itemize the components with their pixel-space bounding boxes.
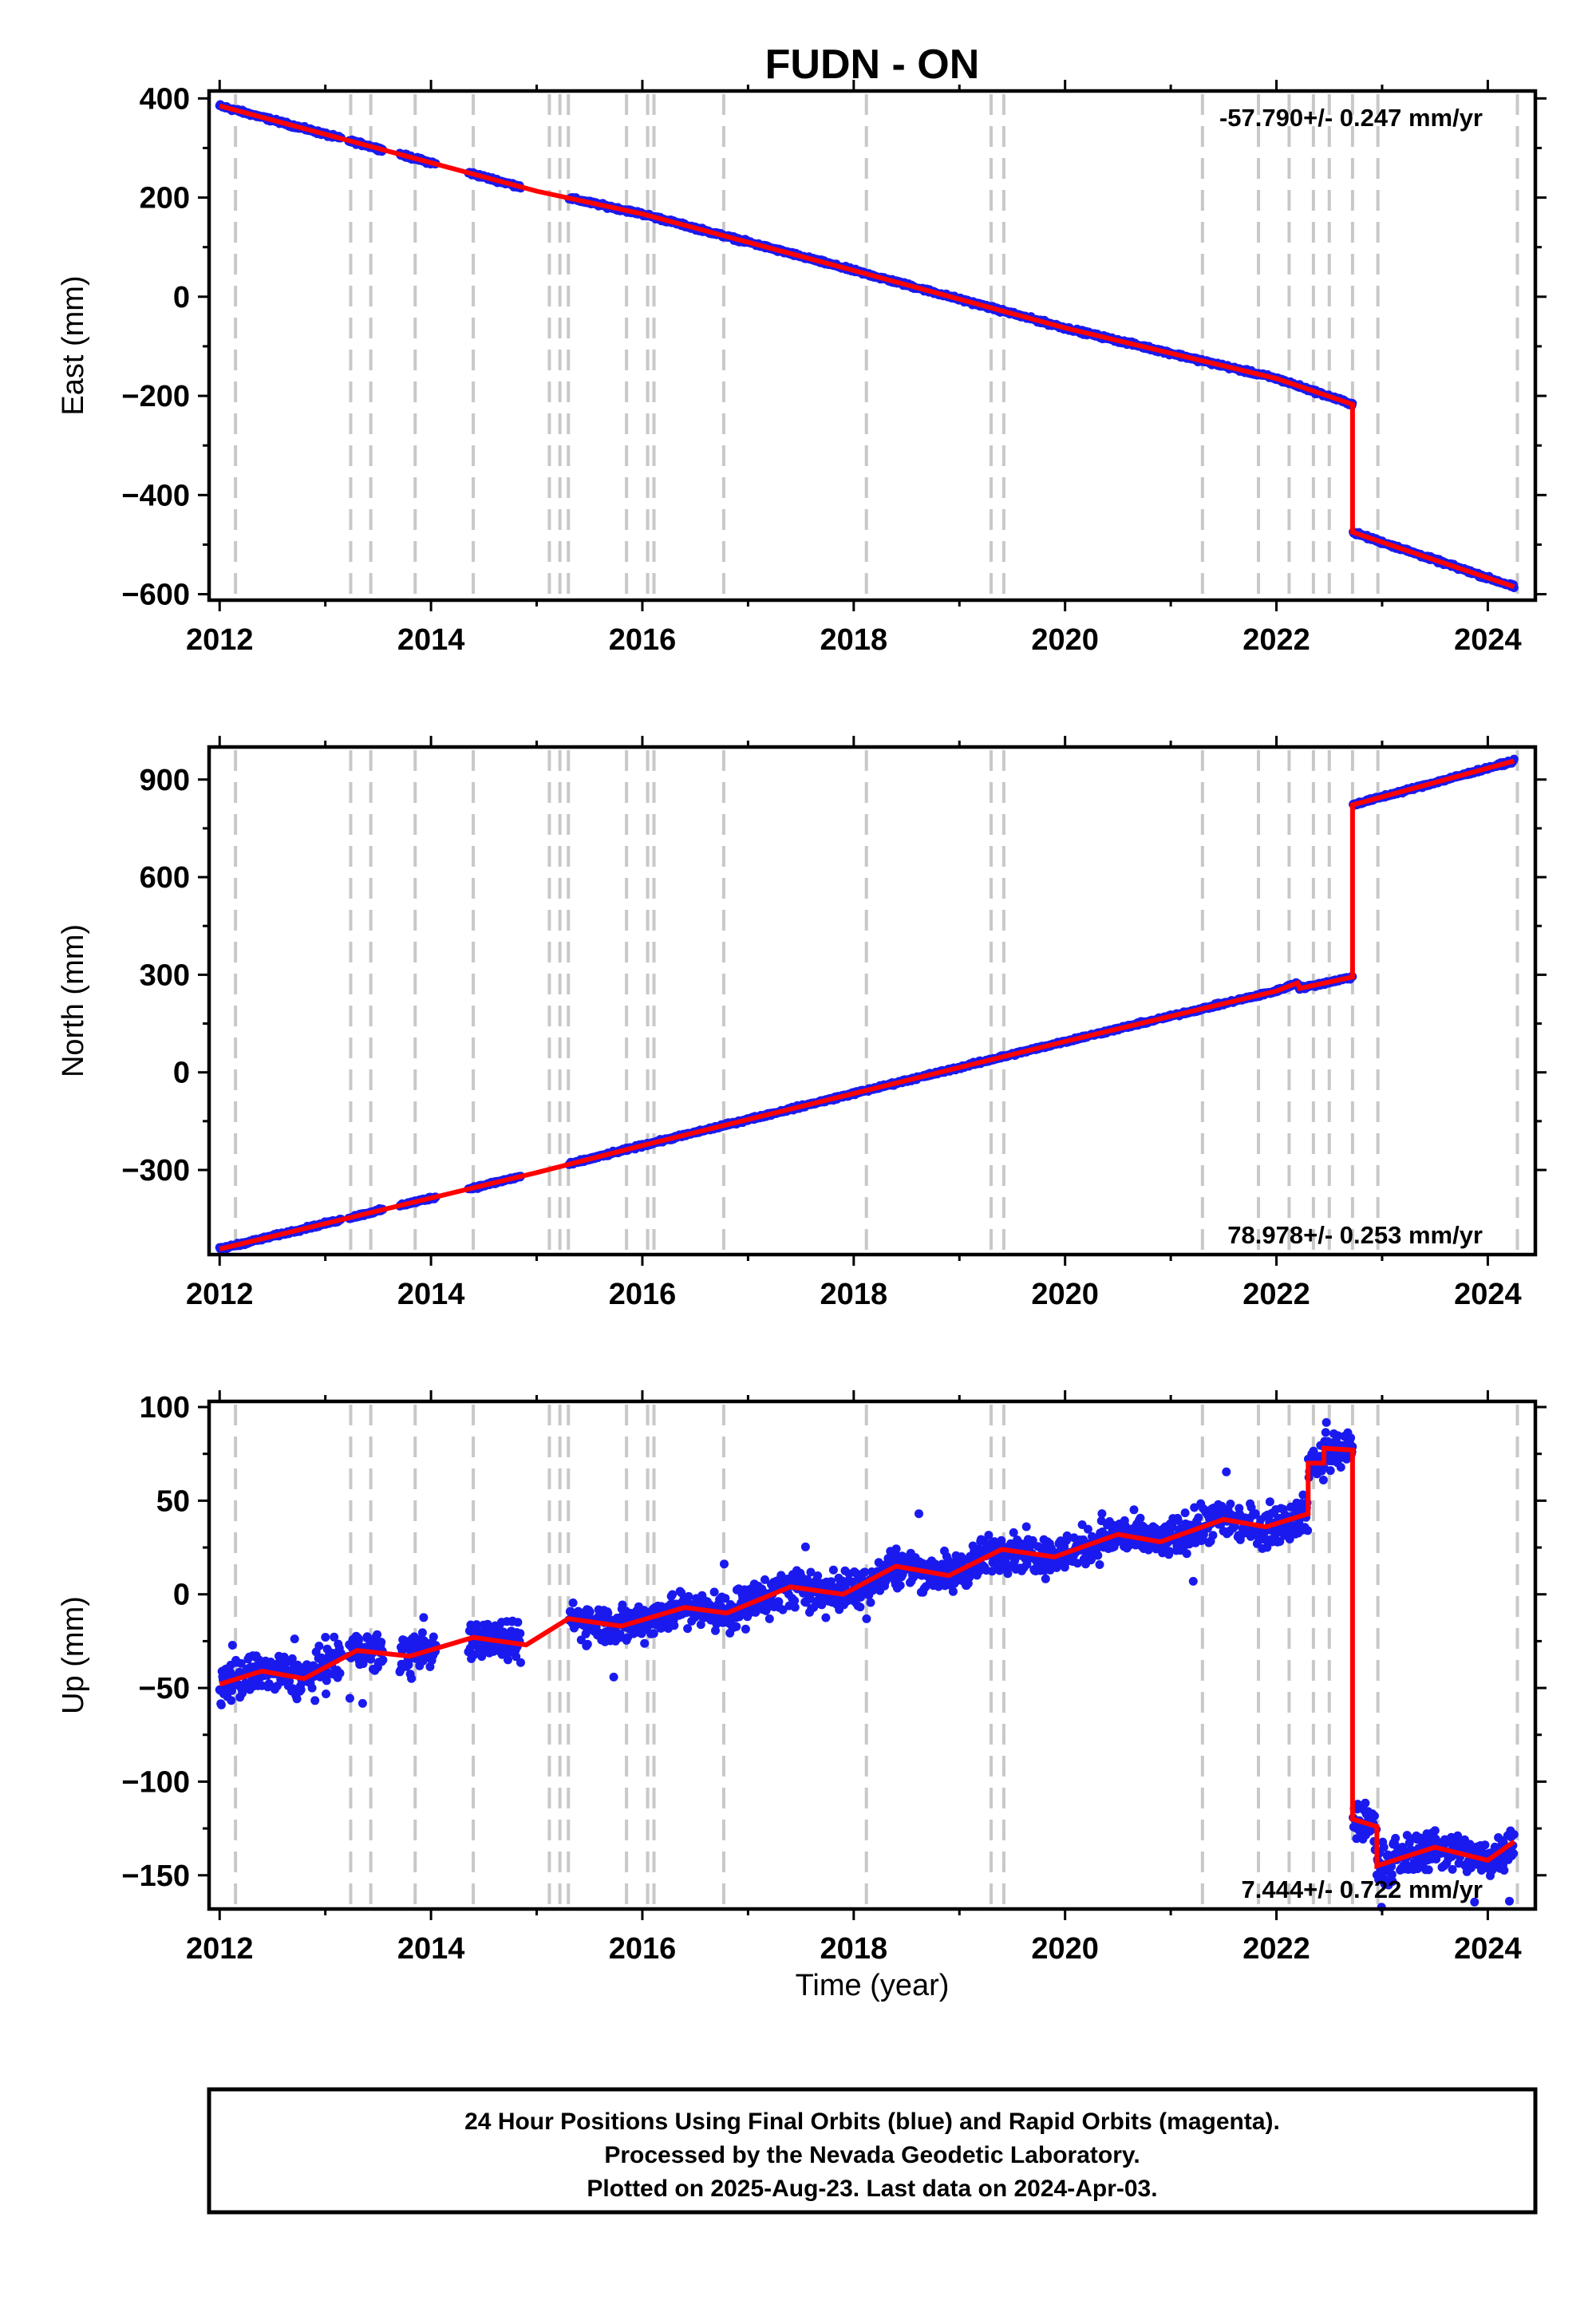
data-point bbox=[227, 1696, 236, 1705]
velocity-annotation: 78.978+/- 0.253 mm/yr bbox=[1227, 1221, 1483, 1249]
x-tick-label: 2016 bbox=[609, 623, 677, 657]
data-point bbox=[585, 1607, 595, 1617]
chart-title: FUDN - ON bbox=[765, 41, 980, 88]
y-axis-label: East (mm) bbox=[57, 275, 90, 415]
data-point bbox=[640, 1638, 650, 1648]
north-panel: 900 600 300 0 −300 2012 2014 2016 2018 2020 2022 20… bbox=[57, 736, 1547, 1311]
x-tick-label: 2020 bbox=[1031, 1278, 1099, 1311]
y-tick-label: −600 bbox=[121, 579, 190, 612]
data-point bbox=[670, 1621, 679, 1630]
x-tick-label: 2022 bbox=[1242, 1278, 1310, 1311]
data-point bbox=[378, 1655, 388, 1665]
data-point bbox=[429, 1632, 438, 1642]
data-point bbox=[417, 1628, 427, 1638]
x-tick-label: 2014 bbox=[397, 1278, 465, 1311]
axis-frame bbox=[207, 745, 1538, 1257]
data-point bbox=[292, 1694, 302, 1704]
data-point bbox=[568, 1598, 578, 1607]
data-point bbox=[345, 1694, 354, 1703]
x-tick-label: 2024 bbox=[1454, 1278, 1522, 1311]
y-tick-label: −400 bbox=[121, 479, 190, 512]
data-point bbox=[684, 1591, 693, 1601]
x-tick-label: 2024 bbox=[1454, 623, 1522, 657]
velocity-annotation: -57.790+/- 0.247 mm/yr bbox=[1219, 104, 1483, 132]
x-tick-label: 2020 bbox=[1031, 623, 1099, 657]
y-tick-label: −300 bbox=[121, 1154, 190, 1188]
data-point bbox=[216, 1700, 226, 1709]
x-tick-label: 2012 bbox=[186, 1278, 254, 1311]
x-tick-label: 2014 bbox=[397, 623, 465, 657]
x-tick-label: 2016 bbox=[609, 1278, 677, 1311]
y-tick-label: 0 bbox=[173, 1057, 190, 1090]
data-point bbox=[290, 1634, 299, 1644]
data-point bbox=[516, 1658, 525, 1667]
data-point bbox=[419, 1613, 429, 1622]
x-tick-label: 2022 bbox=[1242, 623, 1310, 657]
data-point bbox=[322, 1690, 330, 1698]
y-tick-label: −200 bbox=[121, 380, 190, 413]
data-point bbox=[227, 1641, 237, 1650]
data-point bbox=[358, 1698, 367, 1708]
data-point bbox=[513, 1618, 523, 1627]
data-point bbox=[296, 1685, 306, 1694]
data-point bbox=[668, 1590, 678, 1599]
data-point bbox=[504, 1655, 512, 1665]
data-point bbox=[649, 1629, 658, 1638]
y-tick-label: 200 bbox=[140, 182, 190, 215]
data-point bbox=[307, 1683, 317, 1693]
data-point bbox=[335, 1669, 345, 1678]
data-point bbox=[709, 1587, 719, 1597]
y-tick-label: 900 bbox=[140, 764, 190, 797]
data-point bbox=[609, 1672, 618, 1682]
data-point bbox=[321, 1633, 330, 1642]
x-tick-label: 2012 bbox=[186, 623, 254, 657]
y-axis-label: North (mm) bbox=[57, 924, 90, 1077]
data-point bbox=[407, 1674, 417, 1683]
data-point bbox=[314, 1642, 324, 1650]
data-point bbox=[583, 1639, 592, 1649]
data-point bbox=[516, 1629, 525, 1638]
y-tick-label: 0 bbox=[173, 281, 190, 314]
y-tick-label: 600 bbox=[140, 861, 190, 895]
data-point bbox=[720, 1559, 729, 1569]
x-tick-label: 2018 bbox=[820, 623, 888, 657]
data-point bbox=[310, 1696, 320, 1705]
data-point bbox=[377, 1638, 386, 1647]
data-point bbox=[373, 1630, 382, 1639]
y-tick-label: 400 bbox=[140, 82, 190, 116]
y-tick-label: 300 bbox=[140, 958, 190, 992]
axis-frame bbox=[207, 89, 1538, 603]
x-tick-label: 2018 bbox=[820, 1278, 888, 1311]
east-panel: 400 200 0 −200 −400 −600 2012 2014 2016 2018 2020 2… bbox=[57, 80, 1547, 657]
